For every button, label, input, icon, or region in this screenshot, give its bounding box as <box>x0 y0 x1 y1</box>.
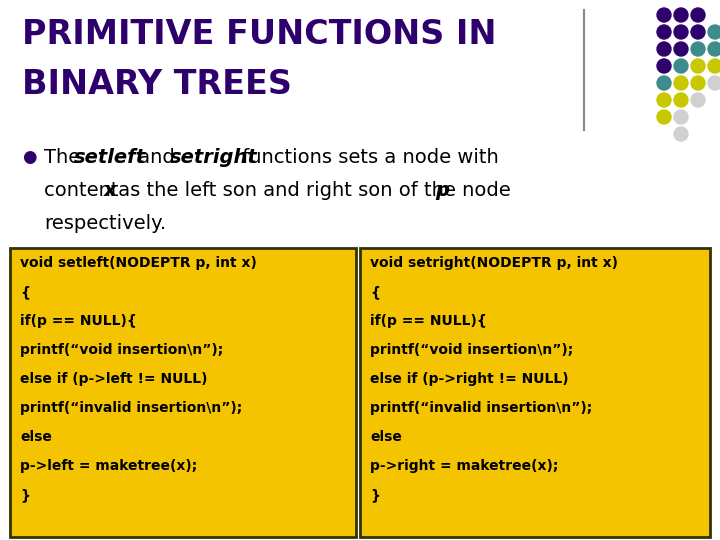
Text: {: { <box>20 285 30 299</box>
Circle shape <box>691 76 705 90</box>
Text: p->right = maketree(x);: p->right = maketree(x); <box>370 459 559 473</box>
Circle shape <box>674 76 688 90</box>
Text: else: else <box>370 430 402 444</box>
Text: x: x <box>104 181 117 200</box>
Text: printf(“invalid insertion\n”);: printf(“invalid insertion\n”); <box>20 401 242 415</box>
Text: }: } <box>20 488 30 502</box>
Text: void setleft(NODEPTR p, int x): void setleft(NODEPTR p, int x) <box>20 256 257 270</box>
Bar <box>10 248 356 537</box>
Circle shape <box>674 93 688 107</box>
Text: ●: ● <box>22 148 37 166</box>
Text: functions sets a node with: functions sets a node with <box>236 148 499 167</box>
Circle shape <box>674 8 688 22</box>
Text: and: and <box>132 148 181 167</box>
Text: setright: setright <box>170 148 257 167</box>
Bar <box>360 248 710 537</box>
Text: void setright(NODEPTR p, int x): void setright(NODEPTR p, int x) <box>370 256 618 270</box>
Circle shape <box>691 93 705 107</box>
Circle shape <box>708 76 720 90</box>
Circle shape <box>674 42 688 56</box>
Circle shape <box>657 110 671 124</box>
Text: printf(“invalid insertion\n”);: printf(“invalid insertion\n”); <box>370 401 593 415</box>
Text: as the left son and right son of the node: as the left son and right son of the nod… <box>112 181 517 200</box>
Circle shape <box>691 25 705 39</box>
Text: {: { <box>370 285 380 299</box>
Circle shape <box>674 59 688 73</box>
Text: p->left = maketree(x);: p->left = maketree(x); <box>20 459 197 473</box>
Circle shape <box>691 8 705 22</box>
Text: BINARY TREES: BINARY TREES <box>22 68 292 101</box>
Text: else if (p->right != NULL): else if (p->right != NULL) <box>370 372 569 386</box>
Circle shape <box>657 59 671 73</box>
Circle shape <box>657 25 671 39</box>
Text: content: content <box>44 181 125 200</box>
Circle shape <box>708 25 720 39</box>
Text: printf(“void insertion\n”);: printf(“void insertion\n”); <box>20 343 223 357</box>
Text: respectively.: respectively. <box>44 214 166 233</box>
Circle shape <box>674 110 688 124</box>
Circle shape <box>708 59 720 73</box>
Circle shape <box>674 25 688 39</box>
Text: if(p == NULL){: if(p == NULL){ <box>370 314 487 328</box>
Text: p: p <box>435 181 449 200</box>
Circle shape <box>657 93 671 107</box>
Circle shape <box>691 59 705 73</box>
Circle shape <box>657 42 671 56</box>
Text: else: else <box>20 430 52 444</box>
Circle shape <box>674 127 688 141</box>
Text: else if (p->left != NULL): else if (p->left != NULL) <box>20 372 207 386</box>
Circle shape <box>657 8 671 22</box>
Text: The: The <box>44 148 86 167</box>
Text: PRIMITIVE FUNCTIONS IN: PRIMITIVE FUNCTIONS IN <box>22 18 497 51</box>
Text: setleft: setleft <box>74 148 146 167</box>
Text: printf(“void insertion\n”);: printf(“void insertion\n”); <box>370 343 573 357</box>
Text: }: } <box>370 488 380 502</box>
Circle shape <box>691 42 705 56</box>
Circle shape <box>708 42 720 56</box>
Circle shape <box>657 76 671 90</box>
Text: if(p == NULL){: if(p == NULL){ <box>20 314 137 328</box>
